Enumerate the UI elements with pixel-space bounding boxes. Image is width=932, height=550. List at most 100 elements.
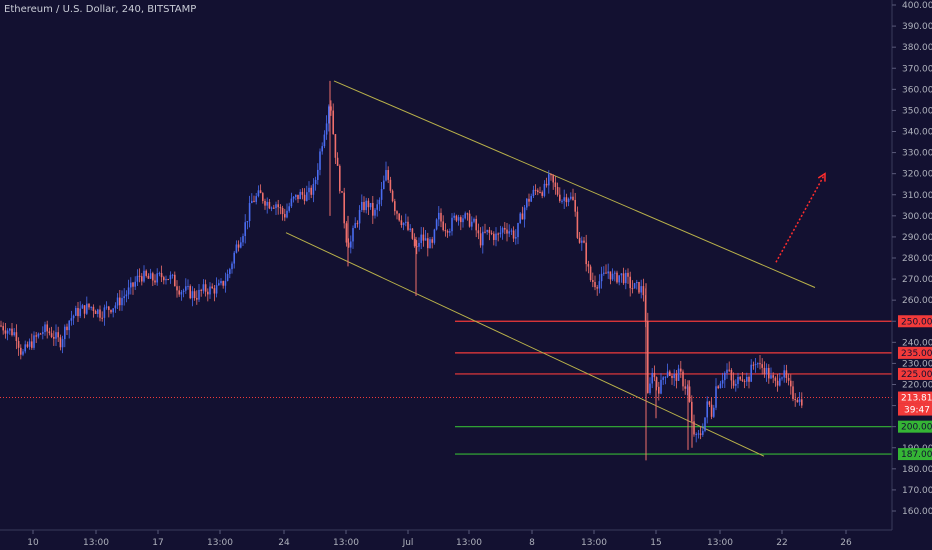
candle-body [64,326,66,340]
candle-body [97,309,99,314]
y-tick-label: 260.00 [902,296,932,306]
candle-body [460,217,462,223]
level-tag-label: 235.00 [901,349,932,359]
candle-body [22,351,24,355]
candle-body [182,290,185,292]
y-tick-label: 170.00 [902,486,932,496]
time-axis[interactable]: 10 13:00 17 13:00 24 13:00 Jul 13:00 8 13:00 15 13:… [0,529,892,548]
candle-body [565,197,568,203]
candle-body [510,230,513,232]
candle-body [739,376,741,380]
candle-body [479,233,482,246]
candle-body [603,272,605,274]
candle-body [673,374,675,379]
candle-body [649,383,651,393]
candle-body [638,281,640,293]
chart-title: Ethereum / U.S. Dollar, 240, BITSTAMP [4,4,197,15]
candle-body [594,281,596,288]
candle-body [248,203,251,222]
candle-body [81,305,84,309]
candle-body [431,239,433,243]
x-tick-label: 13:00 [207,538,233,548]
candle-body [193,291,196,299]
candle-body [695,433,697,435]
candle-body [35,335,37,337]
x-tick-label: 10 [27,538,39,548]
x-tick-label: 22 [776,538,787,548]
candle-body [134,281,136,287]
candle-body [526,198,528,208]
candle-body [675,374,678,381]
candle-body [4,330,7,334]
candle-body [336,157,339,166]
candle-body [108,306,110,310]
level-tag-label: 187.00 [901,450,932,460]
candle-body [255,196,257,202]
candle-body [149,273,152,279]
candle-body [119,297,121,306]
candle-body [176,286,178,291]
candle-body [385,170,387,181]
candle-body [420,234,422,243]
candle-body [796,399,799,403]
candle-body [416,246,418,248]
level-tag-label: 200.00 [901,423,932,433]
candle-body [636,281,638,284]
candle-body [378,199,381,205]
candle-body [598,281,601,289]
candle-body [53,337,55,339]
candle-body [154,280,156,283]
candle-body [246,221,249,223]
candle-body [471,221,473,227]
candle-body [253,200,255,202]
candle-body [13,332,15,336]
candle-body [455,215,458,221]
candle-body [798,399,801,403]
x-tick-label: Jul [402,538,414,548]
x-tick-label: 13:00 [581,538,607,548]
candle-body [345,223,348,243]
candle-body [114,305,117,309]
candle-body [768,367,770,379]
candle-body [642,286,645,296]
candle-body [396,211,398,214]
projection-arrowhead [817,172,826,182]
candle-body [776,380,779,386]
y-tick-label: 240.00 [902,338,932,348]
candle-body [389,179,392,191]
candle-body [284,214,286,218]
candle-body [534,189,537,191]
candle-body [752,364,755,366]
candle-body [693,421,695,435]
candle-body [743,380,746,382]
candle-body [376,204,378,210]
candle-body [475,218,477,231]
candle-body [77,308,79,317]
candle-body [523,207,526,220]
candle-body [275,204,277,209]
candle-body [770,375,772,379]
candle-body [537,190,539,192]
candle-body [301,191,304,195]
candle-body [541,192,543,196]
candle-body [57,332,59,338]
candle-body [574,199,576,212]
candle-body [101,317,103,319]
candle-body [411,228,414,239]
candle-body [530,196,532,202]
candle-body [75,308,77,316]
candle-body [341,191,343,193]
candle-body [211,286,213,289]
candle-body [79,308,81,317]
y-tick-label: 310.00 [902,191,932,201]
candle-body [757,363,759,365]
candle-body [785,370,788,378]
candle-body [792,386,794,399]
candle-body [706,401,708,418]
candle-body [664,376,667,378]
candle-body [605,272,607,274]
candle-body [618,275,620,283]
candle-body [334,134,337,158]
candle-body [444,230,447,232]
